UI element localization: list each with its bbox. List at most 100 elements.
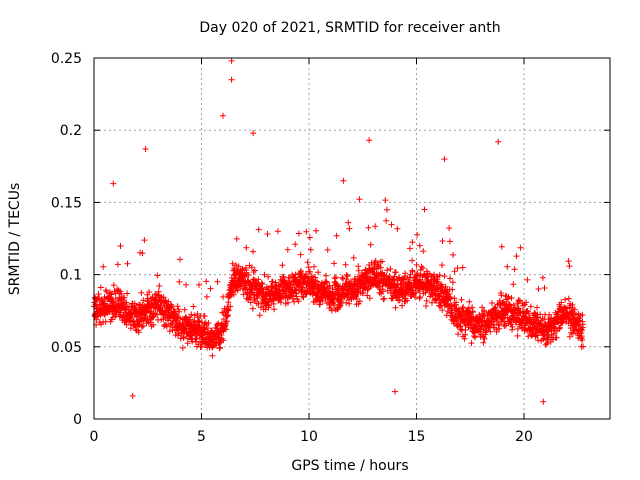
data-point — [229, 260, 236, 267]
data-point — [540, 398, 547, 405]
y-axis-label: SRMTID / TECUs — [7, 183, 23, 296]
data-point — [194, 314, 201, 321]
data-point — [311, 263, 317, 270]
data-point — [384, 267, 391, 274]
data-point — [305, 275, 312, 282]
data-point — [131, 300, 138, 307]
data-point — [392, 304, 399, 311]
data-point — [174, 303, 181, 310]
data-point — [331, 294, 338, 301]
data-point — [504, 263, 511, 270]
data-point — [296, 280, 303, 286]
data-point — [298, 268, 304, 274]
data-point — [255, 226, 262, 233]
data-point — [123, 299, 130, 306]
data-point — [259, 281, 266, 287]
data-point — [234, 287, 241, 294]
plot-frame — [93, 57, 611, 420]
data-point — [95, 291, 102, 298]
data-point — [114, 261, 121, 268]
data-point — [331, 275, 338, 282]
data-point — [416, 295, 423, 302]
data-point — [297, 251, 304, 258]
data-point — [423, 303, 429, 309]
x-tick-labels: 0 5 10 15 20 — [90, 429, 533, 445]
data-point — [166, 328, 173, 335]
data-point — [167, 301, 174, 308]
data-point — [416, 242, 423, 249]
data-point — [228, 292, 234, 299]
data-point — [214, 278, 221, 285]
data-point — [423, 297, 430, 304]
data-point — [249, 305, 256, 312]
data-point — [223, 318, 230, 325]
data-point — [272, 279, 279, 286]
data-point — [228, 76, 235, 83]
data-point — [392, 388, 398, 395]
data-point — [441, 156, 448, 163]
data-point — [534, 304, 540, 311]
data-point — [295, 230, 302, 237]
data-point — [207, 285, 214, 292]
y-tick-label: 0.15 — [51, 195, 82, 211]
data-point — [314, 278, 320, 285]
data-point — [366, 137, 373, 144]
data-point — [511, 266, 518, 273]
data-point — [290, 292, 297, 299]
data-point — [377, 264, 384, 271]
data-point — [225, 307, 232, 314]
data-point — [409, 239, 416, 246]
chart-title: Day 020 of 2021, SRMTID for receiver ant… — [199, 20, 500, 36]
data-point — [324, 246, 331, 253]
data-point — [343, 299, 350, 306]
data-point — [441, 273, 448, 280]
data-point — [203, 293, 210, 300]
data-point — [176, 278, 183, 285]
data-point — [269, 278, 276, 285]
data-point — [360, 290, 367, 297]
data-point — [338, 296, 345, 303]
data-point — [264, 231, 271, 237]
data-point — [539, 274, 546, 281]
data-point — [400, 276, 407, 283]
data-point — [404, 297, 410, 304]
data-point — [139, 324, 145, 330]
data-point — [356, 298, 363, 305]
data-point — [251, 267, 258, 274]
data-point — [365, 224, 372, 231]
x-tick-label: 10 — [300, 429, 318, 445]
data-point — [391, 280, 398, 287]
data-point — [379, 288, 386, 295]
data-point — [117, 243, 124, 249]
y-tick-label: 0.1 — [60, 268, 82, 284]
data-point — [394, 225, 401, 232]
data-point — [147, 319, 154, 326]
data-point — [446, 238, 453, 245]
data-point — [333, 274, 339, 281]
data-point — [203, 278, 210, 285]
y-tick-label: 0.2 — [60, 123, 82, 139]
data-point — [140, 322, 147, 329]
grid-lines — [94, 58, 610, 419]
data-point — [379, 258, 386, 265]
data-point — [498, 243, 505, 250]
x-tick-label: 5 — [197, 429, 206, 445]
data-point — [454, 265, 461, 272]
data-point — [355, 267, 362, 274]
data-point — [566, 333, 573, 340]
data-point — [280, 273, 287, 280]
data-point — [97, 284, 104, 291]
data-point — [187, 316, 193, 323]
data-point — [250, 130, 257, 137]
data-point — [176, 308, 183, 315]
data-point — [274, 228, 281, 235]
data-point — [383, 217, 390, 224]
data-point — [154, 311, 161, 318]
data-point — [197, 344, 204, 350]
data-point — [190, 303, 197, 310]
data-point — [459, 264, 466, 271]
data-point — [466, 298, 473, 305]
data-point — [217, 344, 224, 351]
data-point — [381, 295, 388, 302]
data-point — [510, 281, 517, 288]
